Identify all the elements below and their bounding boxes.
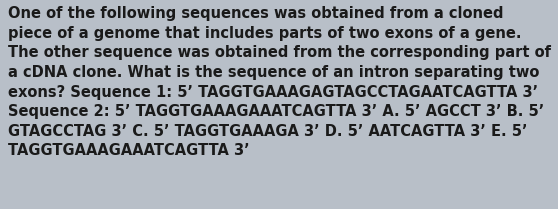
Text: One of the following sequences was obtained from a cloned
piece of a genome that: One of the following sequences was obtai… — [8, 6, 551, 158]
